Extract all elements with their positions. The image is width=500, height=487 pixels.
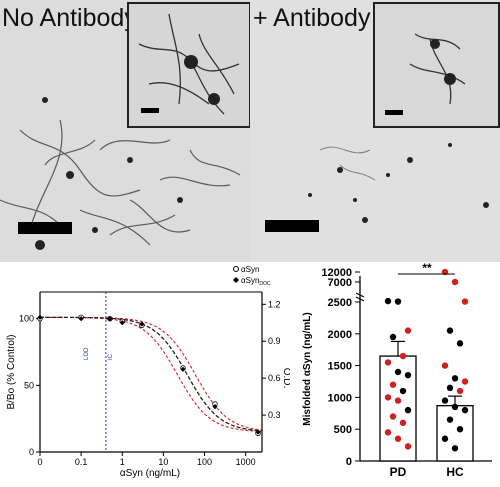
category-label: HC xyxy=(446,465,464,479)
x-tick-label: 1 xyxy=(120,457,125,467)
x-tick-label: 100 xyxy=(197,457,212,467)
bar-y-tick-label: 1000 xyxy=(328,392,352,404)
legend-diamond-icon xyxy=(233,277,239,283)
inset-scale-bar xyxy=(385,110,403,115)
subject-point xyxy=(384,394,392,401)
subject-point xyxy=(389,413,397,420)
bar-y-axis-label: Misfolded αSyn (ng/mL) xyxy=(302,312,313,425)
x-tick-label: 0 xyxy=(37,457,42,467)
scale-bar-right xyxy=(265,220,319,232)
legend-item-2: αSynDOC xyxy=(241,276,271,287)
lod-annotation: LOD xyxy=(84,347,90,360)
y2-tick-label: 1.2 xyxy=(268,299,281,309)
subject-point xyxy=(456,426,464,433)
y-tick-label: 50 xyxy=(24,380,34,390)
subject-point xyxy=(404,371,412,379)
x-tick-label: 1000 xyxy=(236,457,256,467)
data-point-diamond xyxy=(139,321,145,327)
legend: αSyn αSynDOC xyxy=(233,265,271,287)
bar-y-tick-label: 500 xyxy=(334,424,352,436)
y2-axis-label: O.D. xyxy=(281,368,290,389)
data-point-diamond xyxy=(212,404,218,410)
bar-y-tick-label: 2000 xyxy=(328,329,352,341)
x-tick-label: 0.1 xyxy=(75,457,88,467)
subject-point xyxy=(384,429,392,436)
competition-chart: 0 0.1 1 10 100 1000 0 50 100 0.3 0.6 0.9 1.2 B/Bo (%… xyxy=(0,262,292,482)
inset-fibrils-left xyxy=(129,4,249,126)
axis-break xyxy=(355,292,365,298)
subject-point xyxy=(461,298,469,305)
significance-label: ** xyxy=(422,262,432,275)
bar-y-tick-label: 7000 xyxy=(328,277,352,289)
no-antibody-label: No Antibody xyxy=(2,4,137,32)
subject-point xyxy=(399,419,407,427)
category-label: PD xyxy=(390,465,407,479)
subject-point xyxy=(394,397,402,404)
y-tick-label: 0 xyxy=(29,447,34,457)
ci-upper-curve xyxy=(40,316,263,431)
subject-point xyxy=(389,381,397,388)
inset-fibrils-right xyxy=(375,4,498,126)
inset-scale-bar xyxy=(141,108,159,113)
legend-item-2-name: αSyn xyxy=(241,276,259,285)
x-axis-label: αSyn (ng/mL) xyxy=(120,468,180,479)
y-axis-label: B/Bo (% Control) xyxy=(6,334,17,409)
subject-point xyxy=(451,278,459,286)
plus-antibody-label: + Antibody xyxy=(253,4,371,32)
subject-point xyxy=(451,403,459,411)
inset-no-antibody xyxy=(127,2,250,128)
bar-chart-svg: Misfolded αSyn (ng/mL) 0 500 1000 1500 2000 2… xyxy=(302,261,492,479)
competition-chart-svg: 0 0.1 1 10 100 1000 0 50 100 0.3 0.6 0.9 1.2 B/Bo (%… xyxy=(6,265,292,479)
ci-lower-curve xyxy=(40,316,263,432)
bar-y-tick-label: 1500 xyxy=(328,361,352,373)
subject-point xyxy=(384,359,392,366)
bar-y-tick-label: 12000 xyxy=(321,267,352,279)
em-image-no-antibody: No Antibody xyxy=(0,0,250,262)
y2-tick-label: 0.9 xyxy=(268,336,281,346)
y2-tick-label: 0.3 xyxy=(268,410,281,420)
bar-hc xyxy=(436,405,474,462)
subject-point xyxy=(441,435,449,442)
subject-point xyxy=(394,368,402,376)
misfolded-bar-chart: Misfolded αSyn (ng/mL) 0 500 1000 1500 2000 2… xyxy=(290,261,500,482)
bar-y-tick-label: 2500 xyxy=(328,297,352,309)
legend-open-circle-icon xyxy=(233,266,239,272)
y2-tick-label: 0.6 xyxy=(268,373,281,383)
subject-point xyxy=(404,406,412,414)
y-tick-label: 100 xyxy=(19,314,34,324)
subject-point xyxy=(399,352,407,360)
em-image-plus-antibody: + Antibody xyxy=(250,0,500,262)
subject-point xyxy=(446,384,454,392)
subject-point xyxy=(404,443,412,450)
curve-layer: 0 0.1 1 10 100 1000 0 50 100 0.3 0.6 0.9 1.2 xyxy=(19,292,281,467)
subject-point xyxy=(399,387,407,395)
legend-item-2-subscript: DOC xyxy=(259,281,271,287)
subject-point xyxy=(451,445,459,452)
subject-point xyxy=(456,340,464,347)
subject-point xyxy=(389,333,397,341)
legend-item-1: αSyn xyxy=(241,265,259,274)
axis-break xyxy=(355,296,365,302)
subject-point xyxy=(461,378,469,385)
subject-point xyxy=(441,397,449,404)
inset-plus-antibody xyxy=(373,2,500,128)
fit-curve xyxy=(40,316,263,432)
x-tick-label: 10 xyxy=(158,457,168,467)
subject-point xyxy=(394,298,402,305)
subject-point xyxy=(456,387,464,395)
subject-point xyxy=(451,375,459,382)
scale-bar-left xyxy=(18,222,72,234)
data-point-diamond xyxy=(255,429,261,435)
subject-point xyxy=(446,327,454,334)
subject-point xyxy=(384,297,392,305)
subject-point xyxy=(446,416,454,423)
subject-point xyxy=(441,362,449,369)
bar-y-tick-label: 0 xyxy=(346,456,352,468)
subject-point xyxy=(461,406,469,414)
subject-point xyxy=(394,435,402,442)
ic-annotation: IC xyxy=(108,353,114,360)
subject-point xyxy=(404,327,412,334)
